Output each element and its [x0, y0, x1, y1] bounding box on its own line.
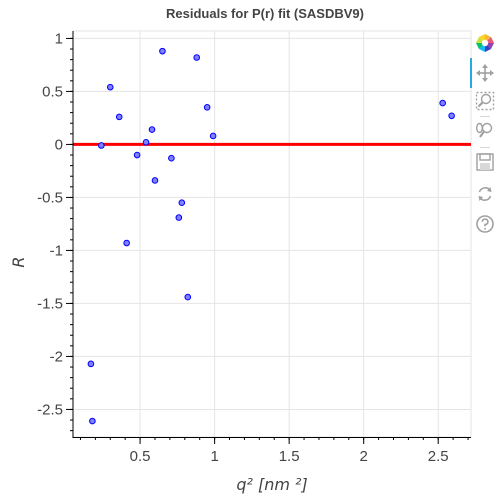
y-tick-label: 0	[55, 136, 63, 153]
grid	[73, 31, 471, 437]
data-point	[134, 152, 140, 158]
data-point	[449, 113, 455, 119]
y-tick-label: -1.5	[37, 295, 63, 312]
data-point	[176, 215, 182, 221]
bokeh-logo-icon[interactable]	[474, 32, 496, 54]
x-tick-label: 1	[210, 448, 218, 465]
data-point	[160, 48, 166, 54]
y-axis-label: R	[9, 256, 28, 267]
data-point	[88, 361, 94, 367]
chart-title: Residuals for P(r) fit (SASDBV9)	[166, 6, 364, 21]
x-tick-label: 1.5	[279, 448, 300, 465]
pan-icon[interactable]	[474, 62, 496, 84]
data-point	[185, 294, 191, 300]
y-tick-label: -2	[50, 348, 63, 365]
x-axis-label: q² [nm ²]	[236, 475, 307, 494]
toolbar-divider	[480, 147, 490, 148]
x-tick-label: 0.5	[130, 448, 151, 465]
x-tick-label: 2	[360, 448, 368, 465]
data-point	[440, 100, 446, 106]
data-point	[90, 418, 96, 424]
data-point	[107, 84, 113, 90]
data-point	[179, 200, 185, 206]
data-point	[210, 133, 216, 139]
data-points	[88, 48, 454, 424]
data-point	[124, 240, 130, 246]
data-point	[169, 155, 175, 161]
help-icon[interactable]	[474, 213, 496, 235]
x-tick-label: 2.5	[428, 448, 449, 465]
reset-icon[interactable]	[474, 183, 496, 205]
y-tick-label: -2.5	[37, 401, 63, 418]
y-tick-label: 1	[55, 30, 63, 47]
y-tick-label: 0.5	[42, 83, 63, 100]
y-tick-label: -0.5	[37, 189, 63, 206]
data-point	[99, 143, 105, 149]
data-point	[152, 178, 158, 184]
save-icon[interactable]	[474, 151, 496, 173]
y-tick-label: -1	[50, 242, 63, 259]
data-point	[194, 55, 200, 61]
axes: 0.5 1 1.5 2 2.5 1 0.5 0 -0.5 -1 -1.5 -2 -2.5	[37, 30, 471, 465]
data-point	[149, 127, 155, 133]
active-tool-indicator	[470, 58, 472, 88]
data-point	[143, 140, 149, 146]
box-zoom-icon[interactable]	[474, 90, 496, 112]
data-point	[116, 114, 122, 120]
wheel-zoom-icon[interactable]	[474, 120, 496, 142]
chart-toolbar	[470, 30, 500, 270]
data-point	[204, 105, 210, 111]
toolbar-divider	[480, 116, 490, 117]
